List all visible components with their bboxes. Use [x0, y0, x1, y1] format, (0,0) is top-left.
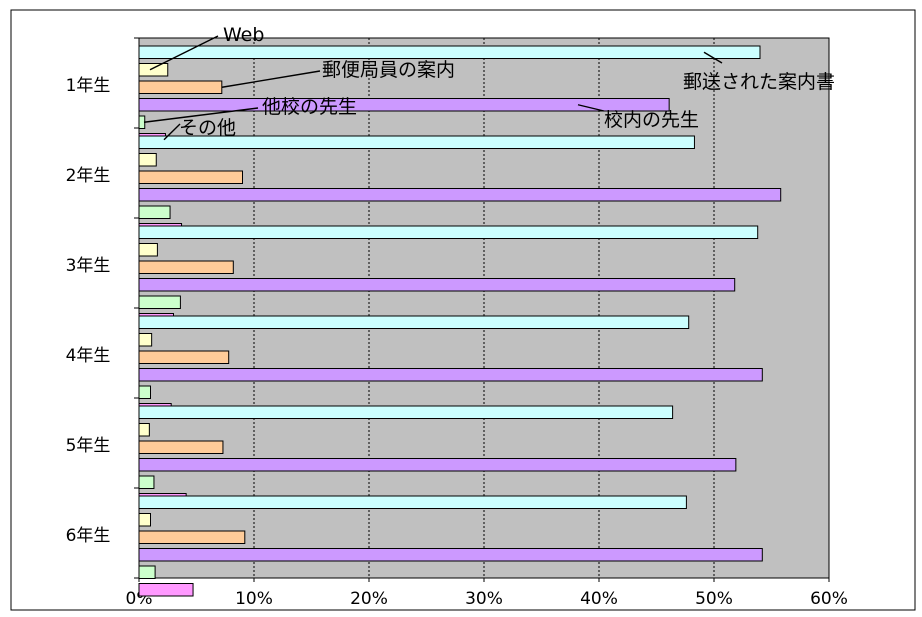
bar — [138, 385, 151, 399]
bar — [138, 278, 736, 292]
chart-outer-border — [10, 9, 916, 611]
series-callout-label: 郵送された案内書 — [683, 71, 835, 93]
bar — [138, 315, 690, 329]
bar — [138, 243, 158, 257]
bar — [138, 458, 737, 472]
bar — [138, 225, 759, 239]
bar — [138, 513, 151, 527]
bar — [138, 170, 243, 184]
callout-leader-line — [149, 35, 219, 71]
x-tick-label: 50% — [695, 589, 733, 609]
bar — [138, 260, 234, 274]
x-tick-label: 20% — [350, 589, 388, 609]
callout-leader-line — [143, 107, 259, 123]
x-tick-label: 40% — [580, 589, 618, 609]
category-label: 4年生 — [66, 346, 111, 366]
category-label: 2年生 — [66, 166, 111, 186]
bar — [138, 45, 761, 59]
bar — [138, 98, 670, 112]
bar — [138, 583, 194, 597]
bar — [138, 475, 155, 489]
bar — [138, 440, 224, 454]
callout-leader-line — [163, 123, 181, 141]
category-label: 6年生 — [66, 526, 111, 546]
series-callout-label: 他校の先生 — [262, 96, 357, 118]
series-callout-label: 郵便局員の案内 — [322, 59, 455, 81]
bar — [138, 153, 157, 167]
series-callout-label: 校内の先生 — [604, 109, 699, 131]
series-callout-label: Web — [223, 24, 264, 46]
bar — [138, 530, 246, 544]
category-label: 3年生 — [66, 256, 111, 276]
bar — [138, 405, 674, 419]
bar — [138, 295, 181, 309]
category-label: 1年生 — [66, 76, 111, 96]
bar — [138, 350, 230, 364]
bar — [138, 115, 146, 129]
x-tick-label: 30% — [465, 589, 503, 609]
bar — [138, 495, 687, 509]
callout-leader-line — [703, 51, 723, 64]
bar — [138, 63, 169, 77]
x-tick-label: 60% — [810, 589, 848, 609]
bar — [138, 188, 782, 202]
category-label: 5年生 — [66, 436, 111, 456]
bar — [138, 368, 763, 382]
callout-leader-line — [221, 70, 321, 88]
x-tick-label: 10% — [235, 589, 273, 609]
series-callout-label: その他 — [179, 117, 236, 139]
bar — [138, 548, 763, 562]
callout-leader-line — [577, 104, 605, 112]
bar — [138, 135, 695, 149]
bar — [138, 423, 150, 437]
bar — [138, 565, 156, 579]
bar — [138, 205, 171, 219]
bar — [138, 80, 223, 94]
bar — [138, 333, 153, 347]
